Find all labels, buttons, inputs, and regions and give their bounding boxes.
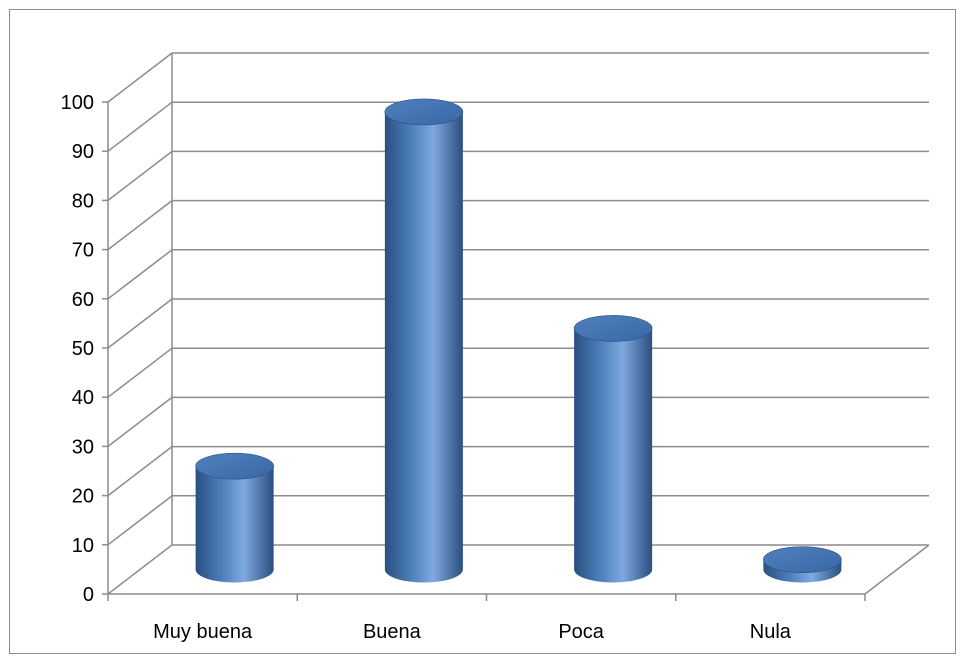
x-tick-label: Poca: [558, 621, 604, 643]
bar-muy-buena: [195, 452, 274, 583]
bar-buena: [384, 98, 464, 583]
side-gridline: [107, 544, 173, 595]
bar-body: [384, 111, 463, 583]
y-tick-label: 50: [72, 338, 94, 360]
side-gridline: [107, 396, 173, 447]
bar-body: [574, 328, 653, 583]
y-tick-label: 80: [72, 190, 94, 212]
side-gridline: [107, 446, 173, 497]
y-tick-label: 10: [72, 535, 94, 557]
side-gridline: [107, 249, 173, 300]
y-tick-label: 0: [83, 584, 94, 606]
bar-top: [195, 452, 274, 480]
side-gridline: [107, 52, 173, 103]
x-tick-label: Muy buena: [153, 621, 253, 643]
y-tick-label: 60: [72, 289, 94, 311]
bar-top: [763, 546, 842, 573]
bar-top: [573, 315, 653, 342]
side-gridline: [107, 200, 173, 251]
y-tick-label: 70: [72, 240, 94, 262]
bar-top: [384, 98, 464, 126]
side-gridline: [107, 150, 173, 201]
y-tick-label: 30: [72, 436, 94, 458]
y-tick-label: 40: [72, 387, 94, 409]
side-gridline: [107, 495, 173, 546]
y-tick-label: 20: [72, 486, 94, 508]
y-tick-label: 90: [72, 141, 94, 163]
side-gridline: [107, 347, 173, 398]
bar-body: [195, 466, 274, 583]
bar-nula: [763, 546, 842, 583]
y-tick-label: 100: [61, 92, 94, 114]
side-gridline: [107, 101, 173, 152]
floor-right-edge: [864, 544, 930, 595]
side-gridline: [107, 298, 173, 349]
x-tick-label: Nula: [750, 621, 792, 643]
bar-poca: [573, 315, 653, 583]
x-tick-label: Buena: [363, 621, 422, 643]
